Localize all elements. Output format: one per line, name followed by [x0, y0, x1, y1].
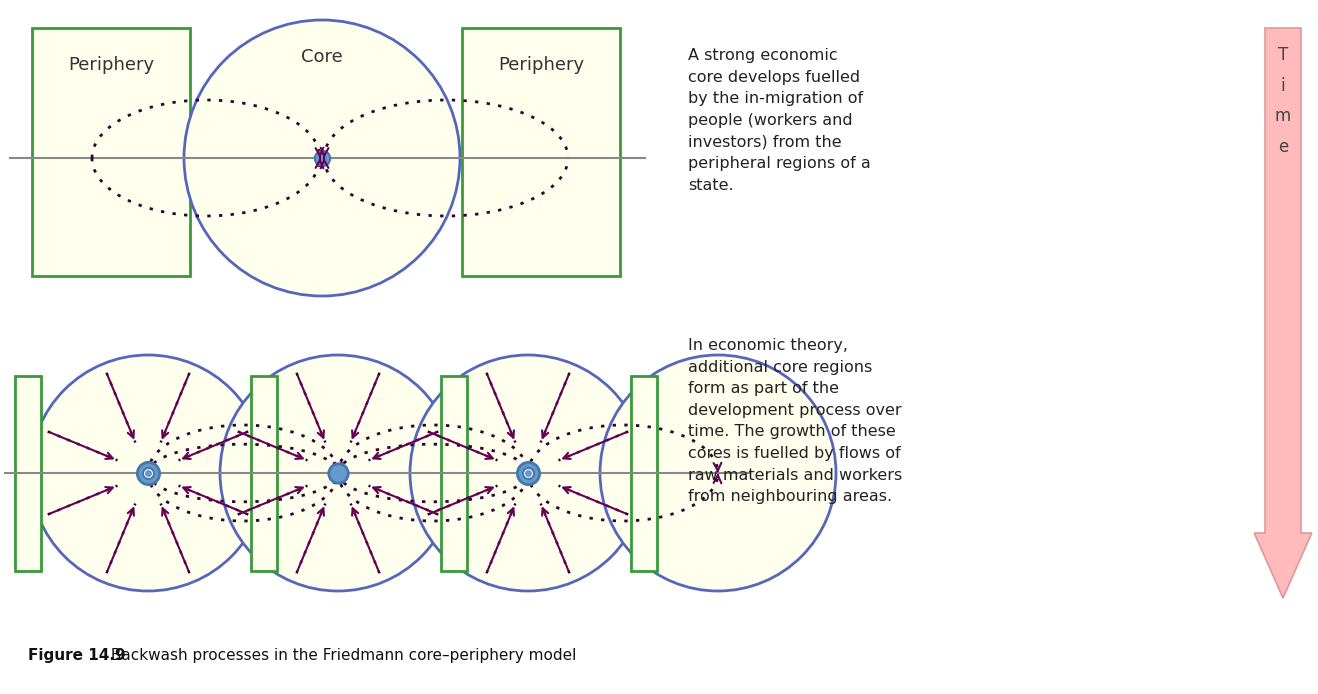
Text: Figure 14.9: Figure 14.9 — [28, 648, 125, 663]
Bar — [442, 375, 467, 570]
Bar — [631, 375, 656, 570]
Bar — [14, 375, 41, 570]
Circle shape — [185, 20, 460, 296]
Text: Backwash processes in the Friedmann core–periphery model: Backwash processes in the Friedmann core… — [105, 648, 576, 663]
FancyArrow shape — [1255, 28, 1311, 598]
Bar — [32, 28, 190, 276]
Text: Core: Core — [301, 48, 343, 66]
Circle shape — [30, 355, 266, 591]
Text: Periphery: Periphery — [69, 56, 154, 74]
Bar — [463, 28, 619, 276]
Circle shape — [220, 355, 456, 591]
Bar — [250, 375, 277, 570]
Circle shape — [410, 355, 646, 591]
Text: T
i
m
e: T i m e — [1275, 46, 1292, 155]
Circle shape — [600, 355, 836, 591]
Text: In economic theory,
additional core regions
form as part of the
development proc: In economic theory, additional core regi… — [688, 338, 903, 505]
Text: A strong economic
core develops fuelled
by the in-migration of
people (workers a: A strong economic core develops fuelled … — [688, 48, 871, 193]
Text: Periphery: Periphery — [498, 56, 584, 74]
